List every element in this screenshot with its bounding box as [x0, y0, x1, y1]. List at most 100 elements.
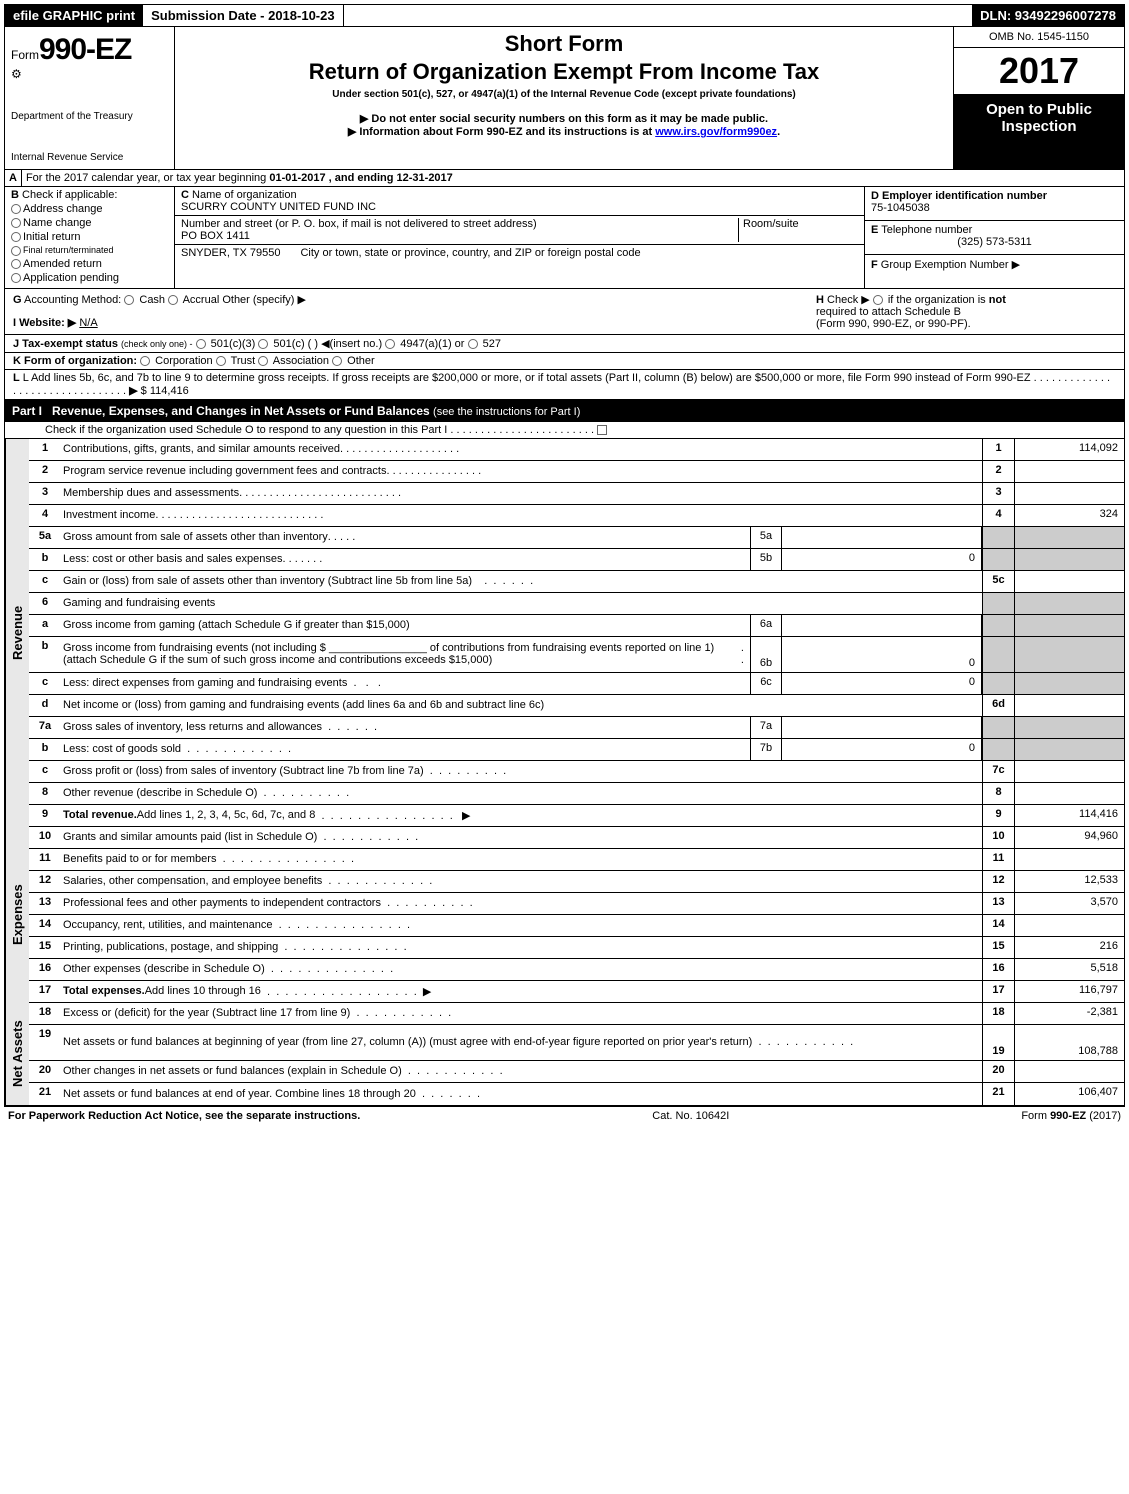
radio-4947[interactable]	[385, 339, 395, 349]
radio-501c3[interactable]	[196, 339, 206, 349]
grp-label: Group Exemption Number	[881, 259, 1009, 271]
line-5c-desc: Gain or (loss) from sale of assets other…	[63, 575, 472, 587]
line-12-box: 12	[982, 871, 1014, 892]
header-mid: Short Form Return of Organization Exempt…	[175, 27, 954, 169]
info-pre: ▶ Information about Form 990-EZ and its …	[348, 126, 655, 138]
radio-cash[interactable]	[124, 295, 134, 305]
line-5a-ival	[782, 527, 982, 548]
revenue-side-label: Revenue	[5, 439, 29, 827]
info-link[interactable]: www.irs.gov/form990ez	[655, 126, 777, 138]
checkbox-final-return[interactable]: Final return/terminated	[11, 245, 168, 256]
line-1-desc: Contributions, gifts, grants, and simila…	[63, 443, 340, 455]
line-16-box: 16	[982, 959, 1014, 980]
line-15-num: 15	[29, 937, 61, 958]
line-9-desc: Add lines 1, 2, 3, 4, 5c, 6d, 7c, and 8	[137, 809, 316, 821]
radio-assoc[interactable]	[258, 356, 268, 366]
line-1-num: 1	[29, 439, 61, 460]
efile-label: efile GRAPHIC print	[5, 5, 143, 26]
line-5b-num: b	[29, 549, 61, 570]
section-c-label: C	[181, 189, 189, 201]
line-5b-inner: 5b	[750, 549, 782, 570]
line-5c-val	[1014, 571, 1124, 592]
radio-other[interactable]	[332, 356, 342, 366]
line-5c-box: 5c	[982, 571, 1014, 592]
form-number: 990-EZ	[39, 33, 131, 66]
line-6d-box: 6d	[982, 695, 1014, 716]
radio-accrual[interactable]	[168, 295, 178, 305]
radio-527[interactable]	[468, 339, 478, 349]
line-2-val	[1014, 461, 1124, 482]
line-21-desc: Net assets or fund balances at end of ye…	[63, 1088, 416, 1100]
line-7b-inner: 7b	[750, 739, 782, 760]
radio-corp[interactable]	[140, 356, 150, 366]
ssn-warning: ▶ Do not enter social security numbers o…	[179, 112, 949, 125]
checkbox-h[interactable]	[873, 295, 883, 305]
line-7a-desc: Gross sales of inventory, less returns a…	[63, 721, 322, 733]
header-left: Form990-EZ ⚙ Department of the Treasury …	[5, 27, 175, 169]
line-9-box: 9	[982, 805, 1014, 826]
footer: For Paperwork Reduction Act Notice, see …	[4, 1106, 1125, 1125]
section-k: K Form of organization: Corporation Trus…	[4, 353, 1125, 370]
block-b-through-f: B Check if applicable: Address change Na…	[4, 187, 1125, 289]
line-6c-num: c	[29, 673, 61, 694]
line-11-box: 11	[982, 849, 1014, 870]
checkbox-address-change[interactable]: Address change	[11, 203, 168, 215]
line-13-box: 13	[982, 893, 1014, 914]
form-prefix: Form	[11, 48, 39, 62]
checkbox-name-change[interactable]: Name change	[11, 217, 168, 229]
section-d-label: D	[871, 190, 879, 202]
line-7c-val	[1014, 761, 1124, 782]
info-post: .	[777, 126, 780, 138]
line-1-box: 1	[982, 439, 1014, 460]
footer-right: Form 990-EZ (2017)	[1021, 1110, 1121, 1122]
line-10-box: 10	[982, 827, 1014, 848]
checkbox-initial-return[interactable]: Initial return	[11, 231, 168, 243]
section-a: A For the 2017 calendar year, or tax yea…	[4, 170, 1125, 187]
line-20-box: 20	[982, 1061, 1014, 1082]
tel-label: Telephone number	[881, 224, 972, 236]
line-3-box: 3	[982, 483, 1014, 504]
line-17-val: 116,797	[1014, 981, 1124, 1002]
section-a-label: A	[5, 170, 22, 186]
radio-trust[interactable]	[216, 356, 226, 366]
line-16-desc: Other expenses (describe in Schedule O)	[63, 963, 265, 975]
section-a-text-mid: , and ending	[329, 172, 397, 184]
line-6d-num: d	[29, 695, 61, 716]
line-19-val: 108,788	[1014, 1025, 1124, 1060]
line-3-desc: Membership dues and assessments	[63, 487, 239, 499]
line-8-val	[1014, 783, 1124, 804]
footer-left: For Paperwork Reduction Act Notice, see …	[8, 1110, 360, 1122]
section-b-check: Check if applicable:	[22, 189, 117, 201]
line-4-num: 4	[29, 505, 61, 526]
checkbox-application-pending[interactable]: Application pending	[11, 272, 168, 284]
line-14-box: 14	[982, 915, 1014, 936]
checkbox-amended-return[interactable]: Amended return	[11, 258, 168, 270]
org-name: SCURRY COUNTY UNITED FUND INC	[181, 201, 376, 213]
line-6b-desc: Gross income from fundraising events (no…	[63, 642, 735, 666]
line-5a-num: 5a	[29, 527, 61, 548]
top-bar: efile GRAPHIC print Submission Date - 20…	[4, 4, 1125, 27]
line-20-desc: Other changes in net assets or fund bala…	[63, 1065, 402, 1077]
line-7b-ival: 0	[782, 739, 982, 760]
section-j-small: (check only one) -	[121, 339, 193, 349]
ein-value: 75-1045038	[871, 202, 930, 214]
section-c-room-label: Room/suite	[743, 218, 799, 230]
h-text3: required to attach Schedule B	[816, 306, 961, 318]
radio-501c[interactable]	[258, 339, 268, 349]
line-20-num: 20	[29, 1061, 61, 1082]
org-city: SNYDER, TX 79550	[181, 247, 300, 259]
line-10-val: 94,960	[1014, 827, 1124, 848]
line-6d-val	[1014, 695, 1124, 716]
section-g-label: G	[13, 294, 22, 306]
line-7a-ival	[782, 717, 982, 738]
line-7a-num: 7a	[29, 717, 61, 738]
accounting-method-label: Accounting Method:	[24, 294, 121, 306]
info-line: ▶ Information about Form 990-EZ and its …	[179, 125, 949, 138]
line-8-box: 8	[982, 783, 1014, 804]
line-9-desc-bold: Total revenue.	[63, 809, 137, 821]
line-4-val: 324	[1014, 505, 1124, 526]
checkbox-schedule-o[interactable]	[597, 425, 607, 435]
line-6c-ival: 0	[782, 673, 982, 694]
line-11-num: 11	[29, 849, 61, 870]
expenses-table: Expenses 10Grants and similar amounts pa…	[4, 827, 1125, 1003]
